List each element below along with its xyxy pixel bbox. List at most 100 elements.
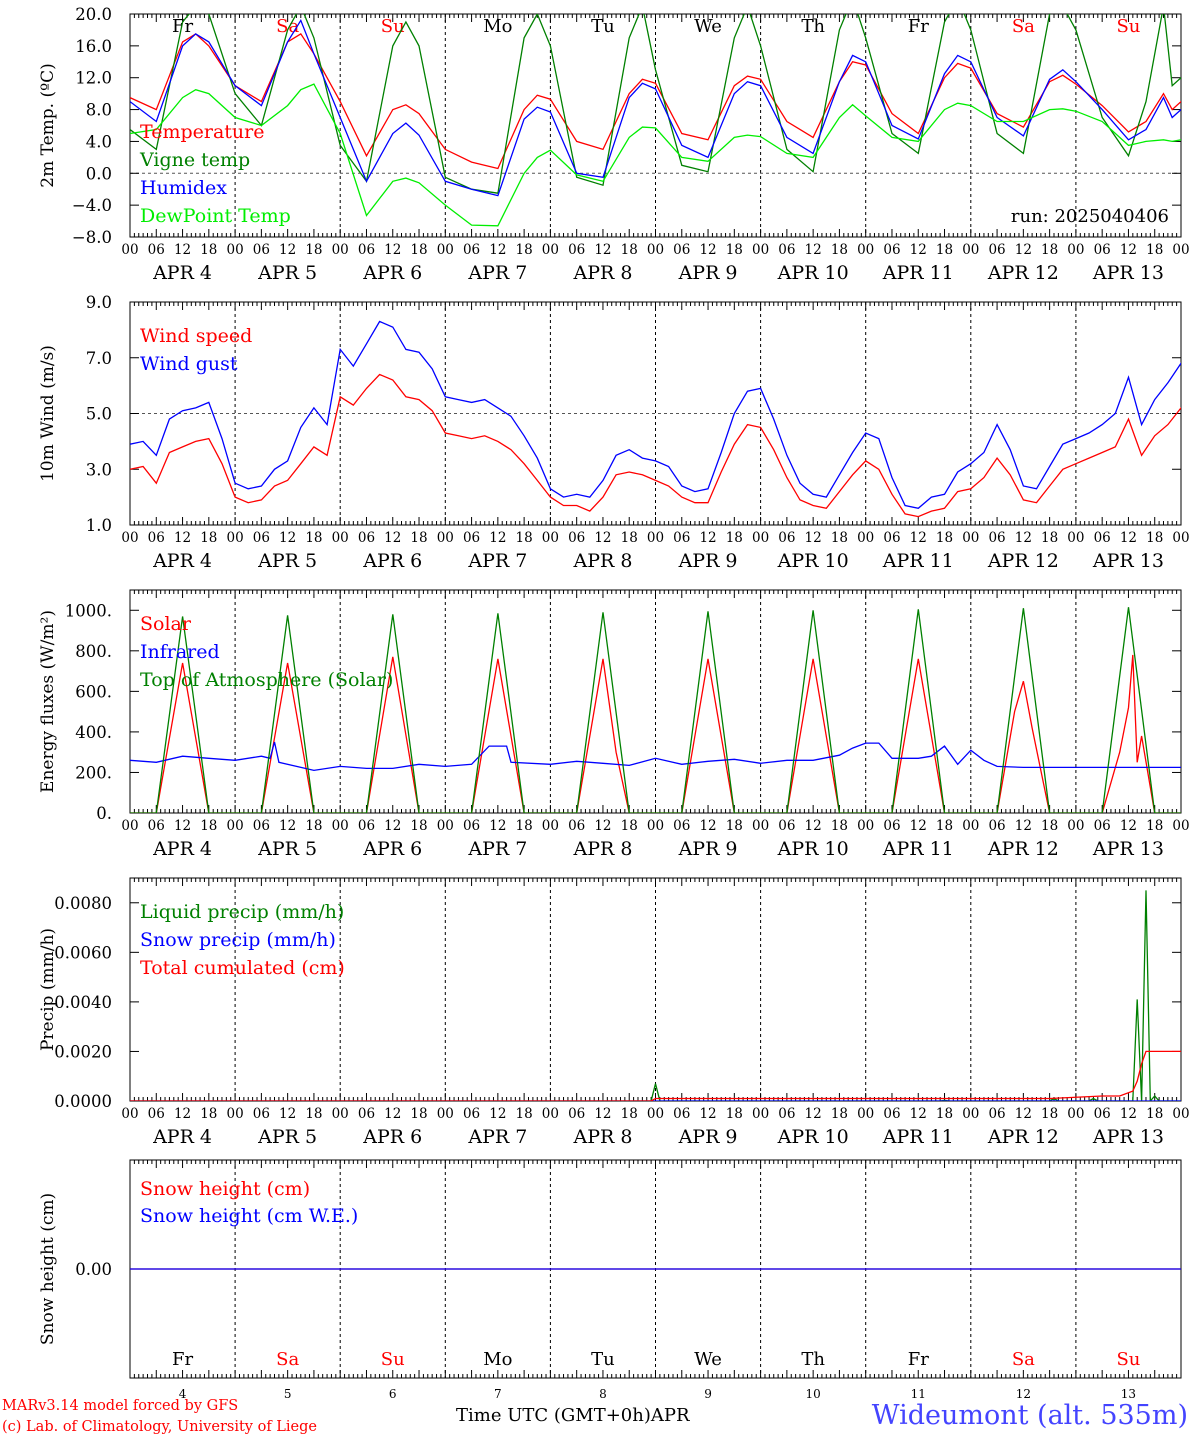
legend-entry: Top of Atmosphere (Solar) — [140, 669, 393, 691]
x-hour-label: 06 — [148, 818, 165, 834]
day-name-label: Fr — [908, 1349, 929, 1370]
x-date-label: APR 4 — [152, 262, 212, 284]
x-hour-label: 00 — [1172, 1106, 1189, 1122]
x-date-label: APR 7 — [467, 1126, 527, 1148]
x-hour-label: 00 — [332, 530, 349, 546]
day-name-label: Su — [1116, 1349, 1140, 1370]
panel-1: −8.0 −4.0 0.0 4.0 8.0 12.0 16.0 20.0 2m Temp. (º… — [38, 5, 1190, 284]
legend-entry: Snow height (cm) — [140, 1178, 310, 1200]
x-hour-label: 00 — [962, 530, 979, 546]
x-hour-label: 06 — [253, 818, 270, 834]
x-hour-label: 18 — [516, 1106, 533, 1122]
day-number-label: 10 — [806, 1387, 821, 1401]
legend-entry: Wind gust — [140, 353, 238, 375]
model-credit: MARv3.14 model forced by GFS — [2, 1398, 239, 1414]
x-date-label: APR 8 — [572, 1126, 632, 1148]
x-hour-label: 12 — [1120, 530, 1137, 546]
day-name-label: Fr — [172, 1349, 193, 1370]
x-hour-label: 18 — [831, 242, 848, 258]
x-hour-label: 18 — [516, 818, 533, 834]
x-hour-label: 18 — [1146, 1106, 1163, 1122]
x-hour-label: 00 — [121, 242, 138, 258]
x-hour-label: 12 — [910, 530, 927, 546]
x-date-label: APR 10 — [777, 262, 849, 284]
x-date-label: APR 10 — [777, 1126, 849, 1148]
day-name-label: Sa — [1012, 16, 1035, 37]
x-hour-label: 00 — [857, 242, 874, 258]
day-name-label: Sa — [276, 16, 299, 37]
x-hour-label: 18 — [831, 530, 848, 546]
x-hour-label: 00 — [437, 242, 454, 258]
y-tick-label: −4.0 — [72, 196, 112, 215]
x-hour-label: 12 — [805, 242, 822, 258]
x-hour-label: 06 — [358, 242, 375, 258]
x-hour-label: 18 — [621, 1106, 638, 1122]
x-hour-label: 12 — [174, 1106, 191, 1122]
x-hour-label: 00 — [1172, 242, 1189, 258]
x-hour-label: 12 — [174, 818, 191, 834]
plot-frame — [129, 13, 1182, 238]
day-name-label: We — [694, 1349, 722, 1370]
x-hour-label: 18 — [1041, 242, 1058, 258]
series-line-1 — [130, 373, 1181, 518]
day-name-label: Tu — [591, 1349, 615, 1370]
x-hour-label: 12 — [699, 818, 716, 834]
x-hour-label: 18 — [1146, 242, 1163, 258]
y-tick-label: 0. — [96, 804, 112, 823]
legend-entry: Humidex — [140, 177, 227, 199]
x-hour-label: 06 — [568, 1106, 585, 1122]
series-line-2 — [130, 741, 1181, 772]
x-hour-label: 12 — [279, 818, 296, 834]
x-hour-label: 12 — [805, 1106, 822, 1122]
x-date-label: APR 4 — [152, 1126, 212, 1148]
x-hour-label: 00 — [227, 242, 244, 258]
x-hour-label: 18 — [726, 818, 743, 834]
series-line-1 — [130, 33, 1181, 170]
y-tick-label: 0.0020 — [54, 1042, 112, 1061]
x-hour-label: 06 — [1094, 530, 1111, 546]
y-tick-label: 9.0 — [86, 293, 112, 312]
x-date-label: APR 13 — [1092, 1126, 1164, 1148]
x-hour-label: 06 — [1094, 818, 1111, 834]
day-name-label: We — [694, 16, 722, 37]
x-hour-label: 06 — [568, 242, 585, 258]
x-hour-label: 00 — [857, 1106, 874, 1122]
legend-entry: Snow height (cm W.E.) — [140, 1205, 358, 1227]
panel-2: 1.0 3.0 5.0 7.0 9.0 10m Wind (m/s) 00 06 12 18 APR… — [38, 293, 1190, 572]
x-date-label: APR 11 — [882, 1126, 954, 1148]
day-number-label: 8 — [599, 1387, 607, 1401]
y-tick-label: −8.0 — [72, 228, 112, 247]
x-hour-label: 00 — [227, 818, 244, 834]
series-line-4 — [130, 83, 1181, 227]
x-hour-label: 00 — [752, 530, 769, 546]
panel-4: 0.0000 0.0020 0.0040 0.0060 0.0080 Precip (mm… — [38, 877, 1190, 1148]
x-hour-label: 12 — [594, 530, 611, 546]
y-tick-label: 1000. — [65, 601, 112, 620]
x-hour-label: 00 — [647, 530, 664, 546]
x-hour-label: 00 — [227, 1106, 244, 1122]
x-hour-label: 00 — [1067, 530, 1084, 546]
x-hour-label: 06 — [358, 818, 375, 834]
y-axis-label: 10m Wind (m/s) — [38, 345, 58, 482]
x-hour-label: 12 — [1120, 242, 1137, 258]
x-axis-title: Time UTC (GMT+0h)APR — [456, 1405, 690, 1426]
legend-entry: Infrared — [140, 641, 220, 663]
x-date-label: APR 12 — [987, 838, 1059, 860]
x-hour-label: 00 — [227, 530, 244, 546]
x-hour-label: 00 — [542, 1106, 559, 1122]
legend-entry: Snow precip (mm/h) — [140, 929, 336, 951]
x-hour-label: 00 — [1172, 818, 1189, 834]
x-hour-label: 12 — [594, 242, 611, 258]
day-name-label: Mo — [483, 16, 512, 37]
x-hour-label: 06 — [988, 530, 1005, 546]
x-date-label: APR 11 — [882, 838, 954, 860]
x-hour-label: 12 — [910, 818, 927, 834]
x-hour-label: 12 — [699, 1106, 716, 1122]
series-line-3 — [130, 1050, 1181, 1101]
series-line-1 — [130, 890, 1181, 1101]
x-hour-label: 12 — [489, 1106, 506, 1122]
y-tick-label: 0.0 — [86, 164, 112, 183]
y-tick-label: 4.0 — [86, 132, 112, 151]
x-hour-label: 00 — [542, 530, 559, 546]
x-hour-label: 06 — [883, 242, 900, 258]
